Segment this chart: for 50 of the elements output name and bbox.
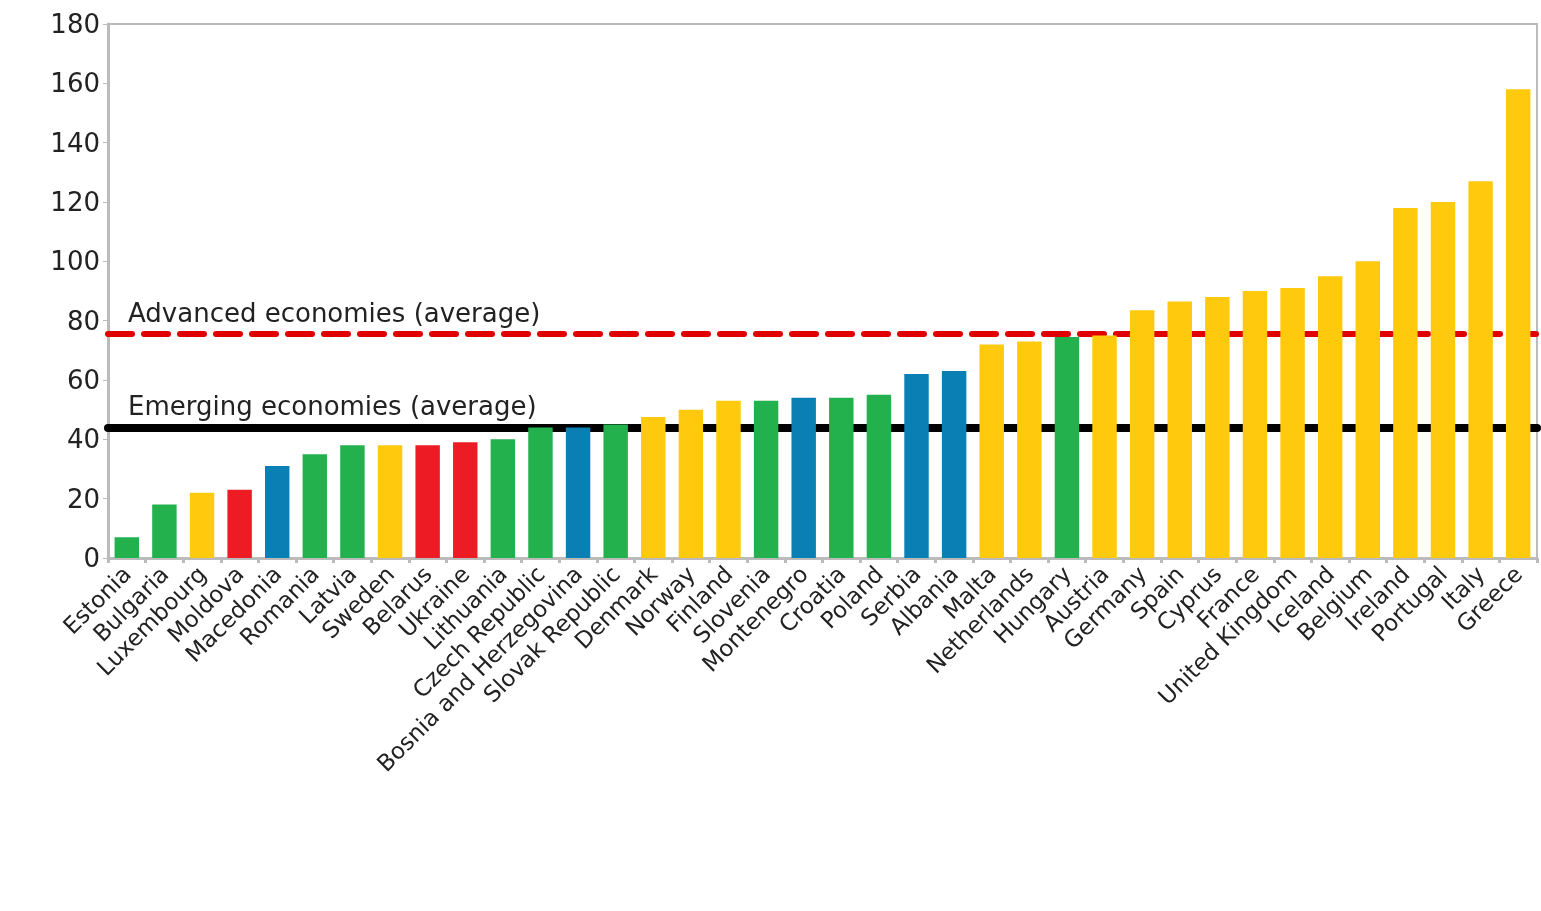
y-tick-label: 180: [50, 9, 100, 39]
y-tick-label: 140: [50, 127, 100, 158]
y-tick-label: 40: [66, 424, 100, 455]
bar: [490, 439, 516, 558]
y-tick-label: 0: [83, 543, 100, 573]
bar: [678, 409, 704, 558]
bar: [1430, 202, 1456, 558]
bar: [415, 445, 440, 558]
bar: [302, 454, 328, 558]
ref-line-label: Advanced economies (average): [128, 298, 541, 329]
bar: [1092, 335, 1117, 558]
bar: [716, 400, 741, 558]
bar: [528, 427, 553, 558]
bar: [979, 344, 1004, 558]
bar: [1205, 296, 1230, 558]
bar: [641, 417, 666, 558]
y-tick-label: 20: [66, 483, 100, 514]
bar: [1129, 310, 1155, 558]
bar: [340, 445, 365, 558]
bar: [1393, 207, 1418, 558]
bar: [1505, 89, 1531, 558]
bar: [189, 492, 215, 558]
y-tick-label: 100: [50, 246, 100, 277]
bar: [829, 397, 854, 558]
bar: [1054, 336, 1080, 558]
y-tick-label: 80: [66, 305, 100, 336]
bar: [603, 424, 628, 558]
bar: [453, 442, 478, 558]
bar: [227, 489, 252, 558]
bar: [1317, 276, 1343, 558]
bar: [1468, 181, 1493, 558]
bar: [152, 504, 177, 558]
bar: [941, 371, 967, 558]
bar: [1242, 291, 1268, 558]
bar: [753, 400, 779, 558]
y-tick-label: 160: [50, 68, 100, 99]
bar: [791, 397, 816, 558]
bar: [265, 466, 290, 558]
y-tick-label: 60: [66, 365, 100, 395]
ref-line-label: Emerging economies (average): [128, 391, 537, 422]
bar: [904, 374, 929, 558]
bar: [866, 394, 892, 558]
bar: [1167, 301, 1192, 558]
bar: [565, 427, 591, 558]
bar: [1355, 261, 1380, 558]
bar: [377, 445, 403, 558]
bar: [1280, 288, 1305, 558]
bar: [1017, 341, 1042, 558]
bar: [114, 537, 140, 558]
y-tick-label: 120: [50, 187, 100, 217]
